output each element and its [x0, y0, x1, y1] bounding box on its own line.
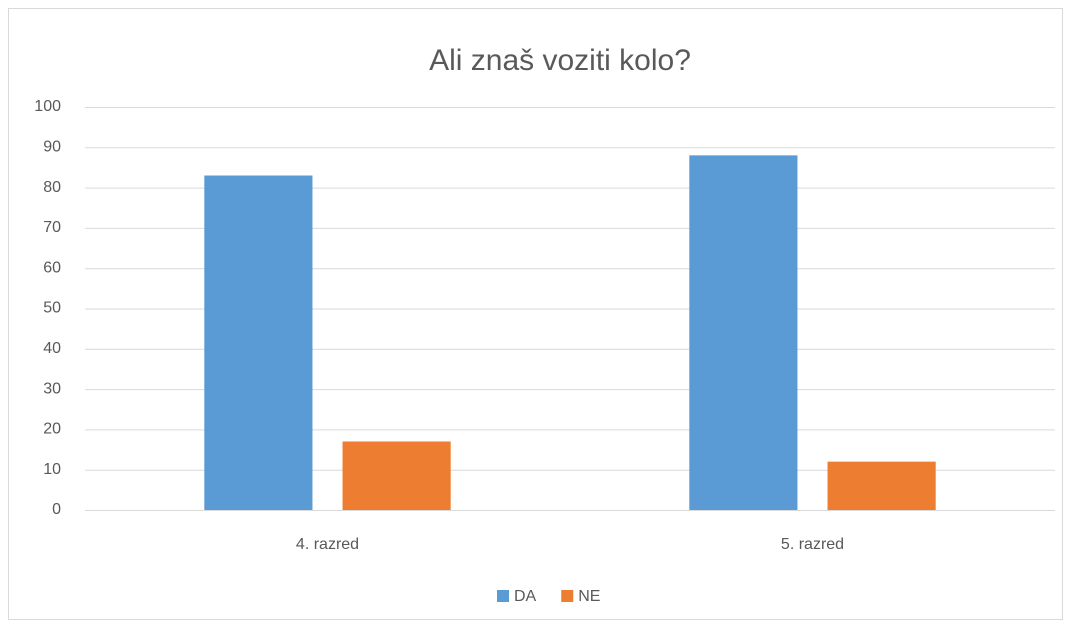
chart-title: Ali znaš voziti kolo?: [429, 44, 691, 77]
x-tick-label: 4. razred: [296, 536, 359, 553]
y-tick-label: 80: [43, 179, 61, 196]
y-tick-label: 70: [43, 219, 61, 236]
y-tick-label: 40: [43, 340, 61, 357]
y-tick-label: 90: [43, 139, 61, 156]
y-tick-label: 20: [43, 421, 61, 438]
y-tick-label: 10: [43, 461, 61, 478]
legend-swatch: [497, 590, 509, 602]
bar: [204, 175, 313, 510]
legend-swatch: [561, 590, 574, 602]
x-tick-label: 5. razred: [781, 536, 844, 553]
y-tick-label: 100: [34, 98, 61, 115]
y-tick-label: 60: [43, 259, 61, 276]
chart-border: [8, 8, 1063, 620]
y-tick-label: 30: [43, 380, 61, 397]
y-tick-label: 50: [43, 300, 61, 317]
y-tick-label: 0: [52, 501, 61, 518]
bar: [689, 155, 798, 511]
bar: [342, 441, 451, 510]
legend-label: NE: [578, 588, 600, 605]
bar: [827, 461, 936, 510]
legend-label: DA: [514, 588, 537, 605]
